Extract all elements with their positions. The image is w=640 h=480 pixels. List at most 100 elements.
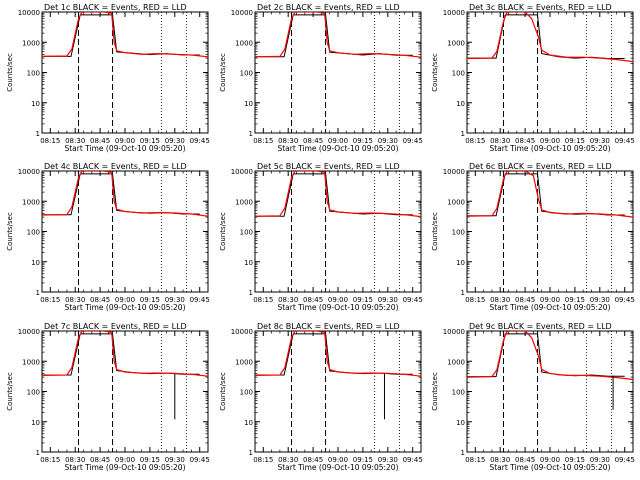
y-tick-label: 10 (456, 100, 465, 108)
x-tick-label: 09:00 (540, 296, 560, 304)
plot-frame (254, 170, 422, 293)
plot-frame (41, 330, 209, 453)
y-tick-label: 10 (244, 100, 253, 108)
x-tick-label: 08:15 (253, 456, 273, 464)
y-tick-label: 1000 (447, 198, 465, 206)
x-tick-label: 08:30 (65, 137, 85, 145)
y-tick-label: 1000 (447, 358, 465, 366)
x-tick-label: 08:15 (253, 137, 273, 145)
plot-frame (254, 11, 422, 134)
y-tick-label: 100 (452, 389, 465, 397)
x-tick-label: 09:45 (615, 137, 635, 145)
x-tick-label: 09:15 (140, 296, 160, 304)
detector-panel-5: Det 5c BLACK = Events, RED = LLD 1 10 100 10… (219, 162, 423, 312)
y-axis-label: Counts/sec (219, 212, 227, 251)
series-line-events (255, 173, 413, 217)
x-tick-label: 08:15 (465, 456, 485, 464)
y-tick-label: 1000 (22, 198, 40, 206)
series-line-events (42, 14, 200, 57)
series-line-events (467, 333, 625, 378)
x-tick-label: 08:30 (490, 296, 510, 304)
x-tick-label: 09:15 (353, 296, 373, 304)
y-axis-label: Counts/sec (219, 372, 227, 411)
detector-panel-6: Det 6c BLACK = Events, RED = LLD 1 10 100 10… (431, 162, 635, 312)
x-tick-label: 08:30 (278, 137, 298, 145)
x-tick-label: 09:00 (328, 456, 348, 464)
x-tick-label: 09:45 (403, 137, 423, 145)
y-tick-label: 10000 (231, 168, 253, 176)
y-tick-label: 10000 (231, 328, 253, 336)
series-line-lld (467, 331, 633, 381)
y-tick-label: 1 (461, 289, 465, 297)
panel-title: Det 4c BLACK = Events, RED = LLD (44, 162, 187, 171)
y-axis-label: Counts/sec (6, 372, 14, 411)
x-tick-label: 09:30 (165, 137, 185, 145)
y-tick-label: 10 (31, 419, 40, 427)
x-tick-label: 09:45 (615, 456, 635, 464)
panel-title: Det 1c BLACK = Events, RED = LLD (44, 3, 187, 12)
x-tick-label: 08:45 (515, 296, 535, 304)
y-tick-label: 10000 (443, 328, 465, 336)
panel-title: Det 7c BLACK = Events, RED = LLD (44, 322, 187, 331)
y-tick-label: 1000 (22, 358, 40, 366)
y-tick-label: 1000 (235, 39, 253, 47)
plot-frame (41, 11, 209, 134)
x-tick-label: 09:30 (165, 456, 185, 464)
series-line-lld (255, 12, 421, 58)
x-tick-label: 08:30 (278, 456, 298, 464)
series-line-lld (467, 171, 633, 218)
detector-panel-2: Det 2c BLACK = Events, RED = LLD 1 10 100 10… (219, 3, 423, 153)
x-tick-label: 09:30 (590, 137, 610, 145)
x-tick-label: 09:45 (190, 137, 210, 145)
x-tick-label: 09:30 (378, 296, 398, 304)
panel-title: Det 3c BLACK = Events, RED = LLD (469, 3, 612, 12)
y-tick-label: 10000 (18, 168, 40, 176)
plot-frame (466, 11, 634, 134)
y-tick-label: 10000 (18, 328, 40, 336)
x-tick-label: 09:30 (590, 456, 610, 464)
y-tick-label: 100 (27, 389, 40, 397)
x-tick-label: 09:15 (353, 137, 373, 145)
detector-panel-7: Det 7c BLACK = Events, RED = LLD 1 10 100 10… (6, 322, 210, 472)
y-axis-label: Counts/sec (431, 212, 439, 251)
y-tick-label: 10000 (18, 9, 40, 17)
x-tick-label: 08:45 (303, 296, 323, 304)
y-tick-label: 1 (36, 289, 40, 297)
x-axis-label: Start Time (09-Oct-10 09:05:20) (64, 463, 185, 472)
y-tick-label: 10000 (443, 9, 465, 17)
x-tick-label: 09:00 (540, 456, 560, 464)
x-tick-label: 09:00 (115, 296, 135, 304)
x-tick-label: 08:15 (40, 137, 60, 145)
y-tick-label: 10 (31, 259, 40, 267)
x-tick-label: 08:45 (90, 137, 110, 145)
y-tick-label: 1 (461, 449, 465, 457)
y-tick-label: 1 (36, 130, 40, 138)
x-tick-label: 09:30 (590, 296, 610, 304)
y-tick-label: 1000 (235, 358, 253, 366)
y-tick-label: 1 (249, 289, 253, 297)
x-tick-label: 08:15 (40, 456, 60, 464)
panel-title: Det 5c BLACK = Events, RED = LLD (257, 162, 400, 171)
y-tick-label: 10 (456, 259, 465, 267)
panel-title: Det 9c BLACK = Events, RED = LLD (469, 322, 612, 331)
x-tick-label: 08:30 (490, 137, 510, 145)
x-axis-label: Start Time (09-Oct-10 09:05:20) (277, 144, 398, 153)
x-tick-label: 08:30 (490, 456, 510, 464)
y-tick-label: 1000 (22, 39, 40, 47)
y-tick-label: 1 (36, 449, 40, 457)
series-line-lld (42, 171, 208, 217)
y-tick-label: 1000 (447, 39, 465, 47)
y-axis-label: Counts/sec (219, 53, 227, 92)
x-tick-label: 09:00 (115, 137, 135, 145)
x-axis-label: Start Time (09-Oct-10 09:05:20) (489, 144, 610, 153)
x-axis-label: Start Time (09-Oct-10 09:05:20) (64, 303, 185, 312)
y-tick-label: 100 (27, 229, 40, 237)
x-tick-label: 08:30 (65, 296, 85, 304)
x-tick-label: 08:45 (515, 137, 535, 145)
y-tick-label: 10 (244, 419, 253, 427)
x-tick-label: 09:15 (353, 456, 373, 464)
x-tick-label: 09:15 (565, 137, 585, 145)
y-tick-label: 100 (452, 229, 465, 237)
x-tick-label: 08:15 (465, 296, 485, 304)
